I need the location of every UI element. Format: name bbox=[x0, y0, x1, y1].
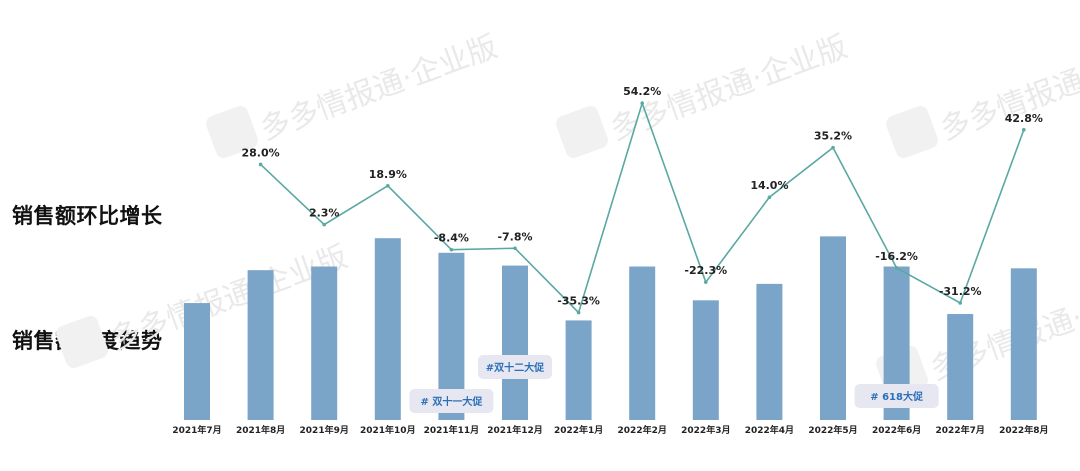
data-label: 14.0% bbox=[750, 179, 788, 192]
x-axis-ticks: 2021年7月 2021年8月 2021年9月 2021年10月 2021年11月 202… bbox=[172, 424, 1048, 436]
x-tick-label: 2021年7月 bbox=[172, 424, 221, 436]
bar bbox=[629, 266, 656, 420]
promo-tag bbox=[854, 384, 939, 408]
promo-tag-label: # 618大促 bbox=[870, 390, 924, 403]
data-label: 35.2% bbox=[814, 130, 852, 143]
bar bbox=[1010, 268, 1037, 420]
line-point bbox=[449, 247, 454, 252]
x-tick-label: 2022年5月 bbox=[808, 424, 857, 436]
x-tick-label: 2022年7月 bbox=[936, 424, 985, 436]
data-label: 42.8% bbox=[1005, 112, 1043, 125]
line-point bbox=[322, 222, 327, 227]
x-tick-label: 2021年8月 bbox=[236, 424, 285, 436]
bar bbox=[947, 314, 974, 420]
data-label: -16.2% bbox=[875, 250, 918, 263]
data-label: 2.3% bbox=[309, 207, 340, 220]
watermark-logo-icon bbox=[206, 106, 258, 158]
x-tick-label: 2022年3月 bbox=[681, 424, 730, 436]
x-tick-label: 2021年10月 bbox=[360, 424, 416, 436]
bar bbox=[247, 270, 274, 420]
x-tick-label: 2022年2月 bbox=[618, 424, 667, 436]
line-point bbox=[513, 246, 517, 251]
mom-growth-title: 销售额环比增长 bbox=[12, 204, 163, 228]
line-point bbox=[767, 195, 772, 200]
promo-tag bbox=[478, 355, 552, 379]
line-point bbox=[576, 310, 581, 315]
bar bbox=[756, 283, 783, 420]
bar-series bbox=[184, 236, 1037, 420]
promo-tag-label: # 双十一大促 bbox=[420, 395, 483, 408]
data-label: -31.2% bbox=[939, 285, 982, 298]
line-point bbox=[386, 183, 390, 188]
data-label: -22.3% bbox=[684, 264, 727, 277]
x-tick-label: 2021年12月 bbox=[487, 424, 543, 436]
line-point bbox=[831, 145, 835, 150]
data-label: -8.4% bbox=[434, 232, 469, 245]
bar bbox=[565, 320, 592, 420]
x-tick-label: 2021年11月 bbox=[424, 424, 480, 436]
bar bbox=[311, 266, 338, 420]
promo-tag bbox=[409, 389, 494, 413]
watermark-text: 多多情报通·企业版 bbox=[256, 29, 502, 147]
x-tick-label: 2022年6月 bbox=[872, 424, 921, 436]
x-tick-label: 2022年4月 bbox=[745, 424, 794, 436]
line-point bbox=[1022, 128, 1026, 132]
bar bbox=[820, 236, 846, 420]
data-label: 18.9% bbox=[369, 168, 407, 181]
x-tick-label: 2022年1月 bbox=[554, 424, 603, 436]
watermark-text: 多多情报通·企业版 bbox=[936, 29, 1080, 147]
line-point bbox=[704, 280, 708, 284]
watermark-logo-icon bbox=[556, 106, 608, 158]
data-label: -35.3% bbox=[557, 295, 600, 308]
line-point bbox=[958, 301, 962, 305]
line-point bbox=[894, 266, 899, 270]
x-tick-label: 2021年9月 bbox=[300, 424, 349, 436]
line-point bbox=[258, 162, 263, 167]
promo-annotations: # 双十一大促 #双十二大促 # 618大促 bbox=[409, 355, 939, 413]
bar bbox=[184, 303, 210, 420]
data-label: -7.8% bbox=[497, 230, 532, 243]
line-series: 28.0% 2.3% 18.9% -8.4% -7.8% -35.3% 54.2% -22.3… bbox=[242, 85, 1043, 315]
bar bbox=[374, 238, 401, 420]
data-label: 28.0% bbox=[242, 146, 280, 159]
bar bbox=[502, 265, 528, 420]
watermark-logo-icon bbox=[56, 316, 108, 368]
line-point bbox=[640, 101, 644, 105]
promo-tag-label: #双十二大促 bbox=[486, 361, 545, 374]
watermark-logo-icon bbox=[886, 106, 938, 158]
bar bbox=[692, 300, 719, 420]
x-tick-label: 2022年8月 bbox=[999, 424, 1048, 436]
data-label: 54.2% bbox=[623, 85, 661, 98]
